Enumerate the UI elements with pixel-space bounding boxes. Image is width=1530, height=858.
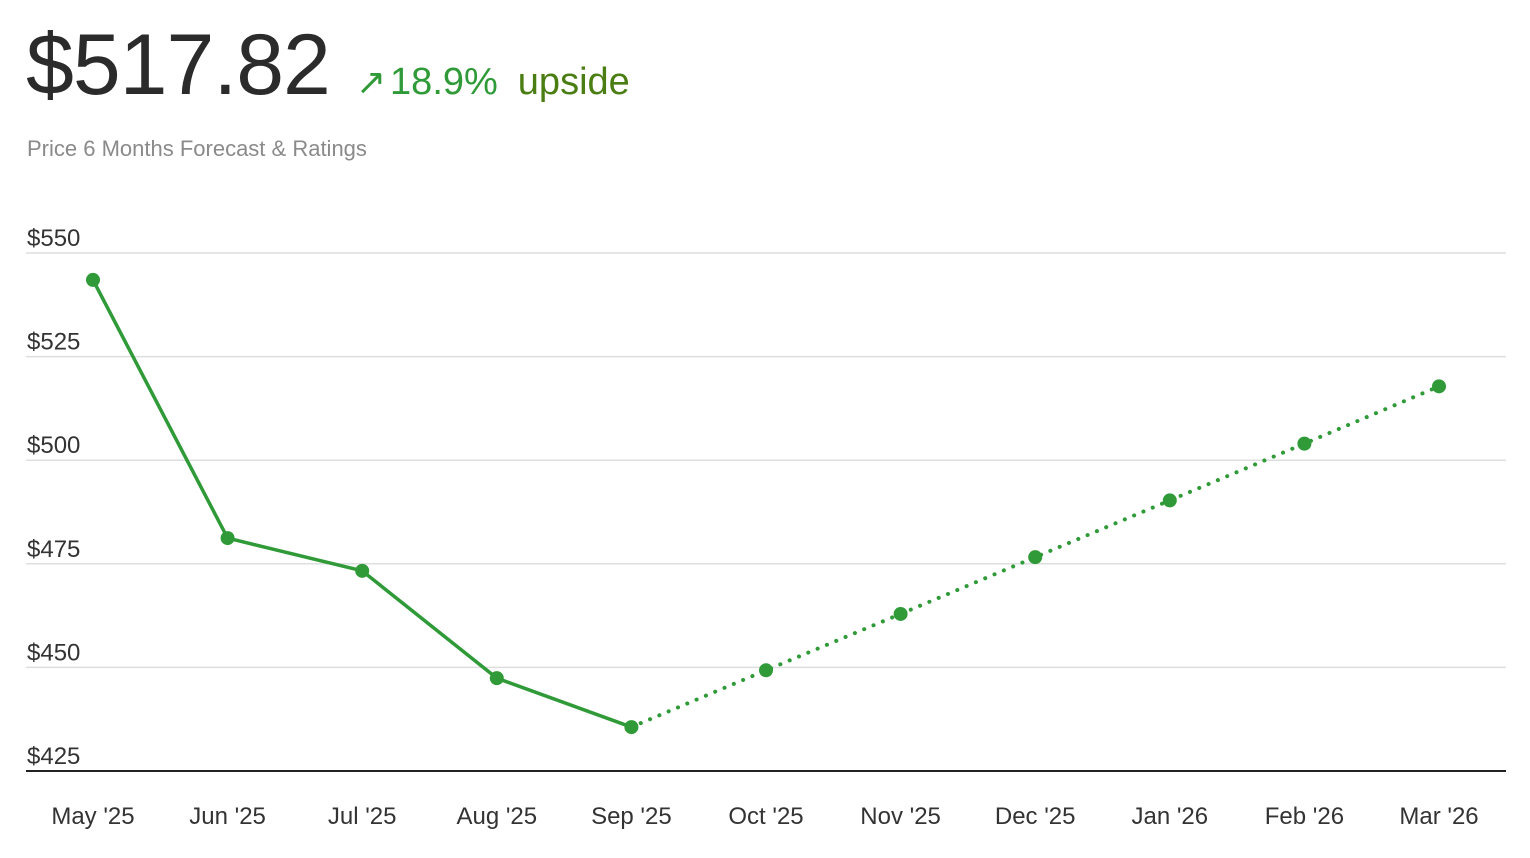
y-tick-label: $550 (27, 225, 80, 252)
x-tick-label: Jul '25 (328, 803, 397, 830)
data-point (220, 531, 235, 546)
y-tick-label: $475 (27, 536, 80, 563)
data-point (86, 272, 100, 287)
y-tick-label: $525 (27, 329, 80, 356)
x-tick-label: Oct '25 (728, 803, 803, 830)
arrow-up-right-icon: ↗ (355, 61, 387, 102)
data-point (1028, 550, 1043, 565)
price-header: $517.82 ↗ 18.9% upside (26, 22, 630, 108)
data-point (624, 720, 639, 735)
history-line (91, 278, 634, 729)
chart-subtitle: Price 6 Months Forecast & Ratings (27, 136, 367, 161)
x-tick-label: Sep '25 (591, 803, 672, 830)
data-point (489, 671, 504, 686)
price-change: ↗ 18.9% upside (356, 61, 630, 104)
data-point (1432, 379, 1446, 394)
x-tick-label: Jun '25 (189, 803, 266, 830)
x-tick-label: Feb '26 (1265, 803, 1344, 830)
data-point (893, 606, 908, 621)
y-tick-label: $500 (27, 432, 80, 459)
current-price-target: $517.82 (26, 17, 331, 113)
x-tick-label: Mar '26 (1399, 803, 1478, 830)
change-percent: 18.9% (390, 61, 498, 103)
x-tick-label: Nov '25 (860, 803, 941, 830)
x-tick-label: Dec '25 (995, 803, 1076, 830)
y-tick-label: $450 (27, 639, 80, 666)
y-tick-label: $425 (27, 743, 80, 770)
change-direction-label: upside (517, 61, 630, 103)
data-point (1162, 493, 1177, 508)
data-point (1297, 436, 1312, 451)
x-tick-label: Jan '26 (1131, 803, 1208, 830)
x-tick-label: May '25 (51, 803, 134, 830)
data-point (355, 563, 370, 578)
x-tick-label: Aug '25 (456, 803, 537, 830)
data-point (759, 663, 773, 678)
